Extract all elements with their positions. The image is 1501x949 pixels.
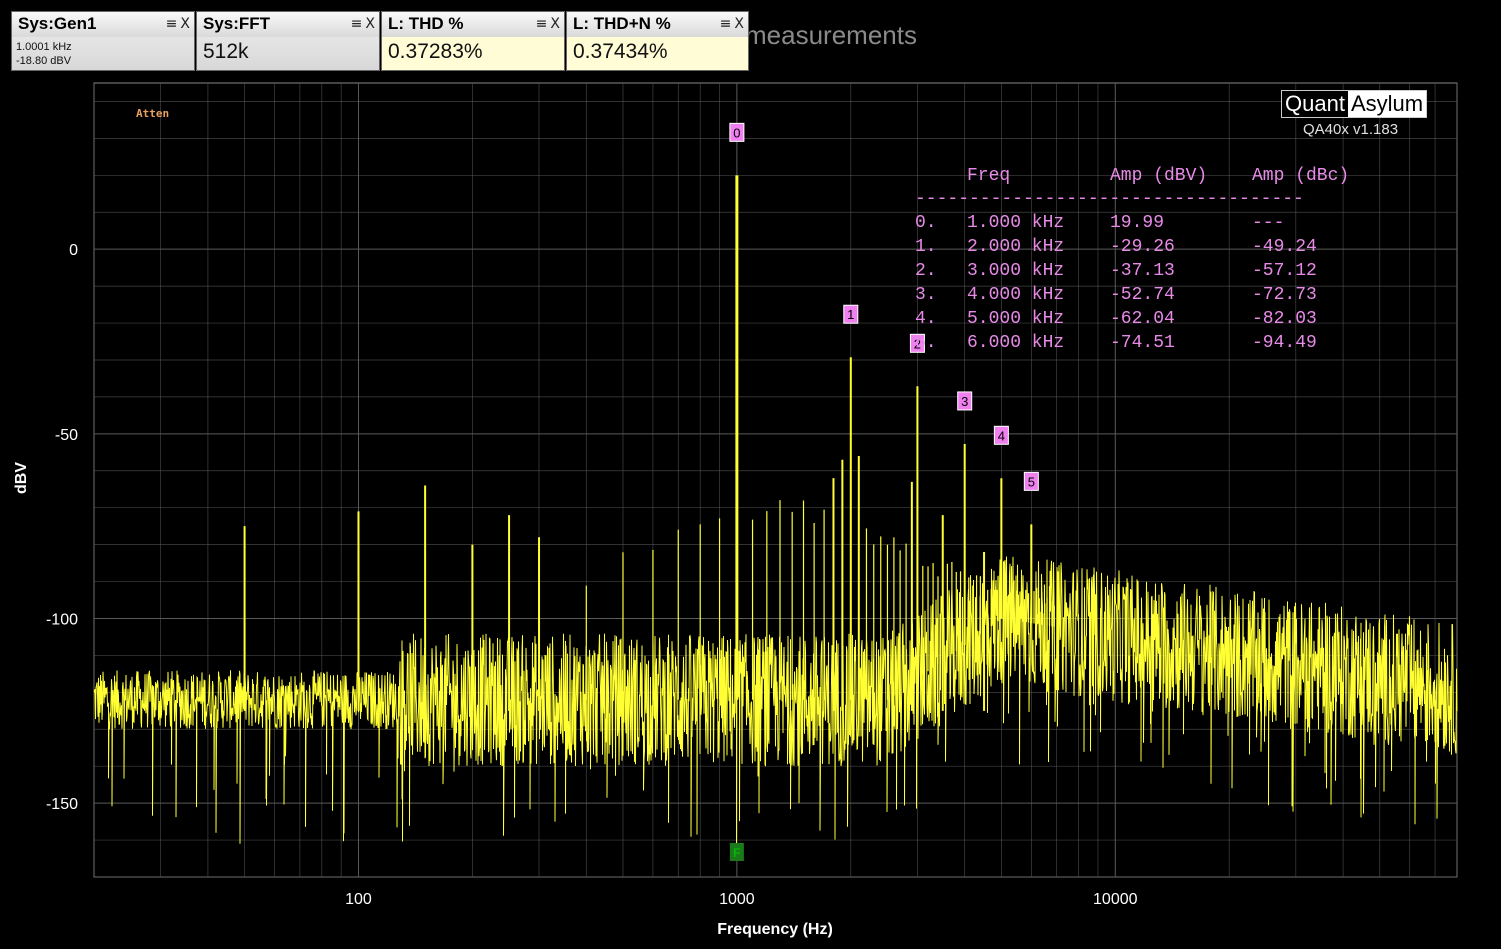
table-cell: 5.000 kHz: [967, 309, 1064, 329]
harmonic-marker[interactable]: [993, 425, 1009, 445]
table-cell: -72.73: [1252, 285, 1317, 305]
table-cell: 4.: [915, 309, 937, 329]
version-label: QA40x v1.183: [1303, 121, 1399, 138]
y-tick-label: 0: [69, 242, 78, 259]
harmonic-marker-label: 3: [961, 394, 968, 409]
table-cell: -74.51: [1110, 333, 1175, 353]
table-cell: -29.26: [1110, 237, 1175, 257]
close-icon[interactable]: X: [734, 16, 744, 32]
table-cell: 2.: [915, 261, 937, 281]
table-separator: ------------------------------------: [915, 189, 1304, 209]
harmonic-marker-label: 5: [1028, 474, 1035, 489]
harmonic-marker-label: 2: [914, 336, 921, 351]
table-cell: 6.000 kHz: [967, 333, 1064, 353]
table-cell: -57.12: [1252, 261, 1317, 281]
harmonic-marker-label: 1: [847, 307, 854, 322]
thdn-value: 0.37434%: [573, 40, 668, 63]
table-cell: -62.04: [1110, 309, 1175, 329]
gen-frequency: 1.0001 kHz: [16, 41, 72, 53]
x-tick-label: 10000: [1093, 891, 1138, 908]
gen-level: -18.80 dBV: [16, 55, 72, 67]
logo-part-asylum: Asylum: [1347, 91, 1427, 117]
widget-title: L: THD %: [388, 14, 464, 33]
spectrum-trace: [93, 455, 1458, 844]
x-tick-label: 100: [345, 891, 372, 908]
widget-fft[interactable]: Sys:FFT ≡ X 512k: [196, 11, 380, 71]
menu-icon[interactable]: ≡: [165, 16, 178, 32]
logo-part-quant: Quant: [1282, 91, 1348, 117]
f-marker[interactable]: [729, 843, 744, 861]
menu-icon[interactable]: ≡: [350, 16, 363, 32]
harmonic-table: Freq Amp (dBV) Amp (dBc)------------------…: [915, 166, 1349, 353]
close-icon[interactable]: X: [550, 16, 560, 32]
harmonic-marker[interactable]: [957, 391, 973, 411]
table-cell: -49.24: [1252, 237, 1317, 257]
menu-icon[interactable]: ≡: [535, 16, 548, 32]
table-cell: 0.: [915, 213, 937, 233]
widget-title: Sys:FFT: [203, 14, 271, 33]
table-cell: 5.: [915, 333, 937, 353]
thd-value: 0.37283%: [388, 40, 483, 63]
close-icon[interactable]: X: [180, 16, 190, 32]
widget-title: L: THD+N %: [573, 14, 671, 33]
fft-size-value: 512k: [203, 40, 249, 63]
table-cell: -82.03: [1252, 309, 1317, 329]
table-cell: -52.74: [1110, 285, 1175, 305]
table-cell: 2.000 kHz: [967, 237, 1064, 257]
widget-title: Sys:Gen1: [18, 14, 97, 33]
table-cell: 3.: [915, 285, 937, 305]
background-text: measurements: [745, 20, 917, 50]
widget-thd[interactable]: L: THD % ≡ X 0.37283%: [381, 11, 565, 71]
table-cell: 4.000 kHz: [967, 285, 1064, 305]
widget-titlebar: [12, 12, 194, 37]
widget-titlebar: [197, 12, 379, 37]
harmonic-marker[interactable]: [843, 304, 859, 324]
table-header: Freq: [967, 166, 1010, 186]
table-cell: -37.13: [1110, 261, 1175, 281]
harmonic-marker-label: 0: [733, 125, 740, 140]
quantasylum-logo: Quant Asylum: [1281, 90, 1428, 118]
table-cell: 1.: [915, 237, 937, 257]
harmonic-marker-label: 4: [998, 428, 1005, 443]
close-icon[interactable]: X: [365, 16, 375, 32]
x-tick-label: 1000: [719, 891, 755, 908]
widget-titlebar: [382, 12, 564, 37]
f-marker-label: F: [733, 846, 740, 860]
atten-label: Atten: [136, 107, 169, 120]
y-tick-label: -50: [55, 427, 78, 444]
table-header: Amp (dBV): [1110, 166, 1207, 186]
table-cell: ---: [1252, 213, 1284, 233]
widget-titlebar: [567, 12, 748, 37]
widget-thdn[interactable]: L: THD+N % ≡ X 0.37434%: [566, 11, 749, 71]
y-axis-label: dBV: [13, 462, 30, 494]
x-axis-label: Frequency (Hz): [717, 921, 833, 938]
table-header: Amp (dBc): [1252, 166, 1349, 186]
harmonic-marker[interactable]: [729, 122, 745, 142]
widget-gen1[interactable]: Sys:Gen1 ≡ X 1.0001 kHz -18.80 dBV: [11, 11, 195, 71]
menu-icon[interactable]: ≡: [719, 16, 732, 32]
table-cell: 3.000 kHz: [967, 261, 1064, 281]
axis-labels: 100 1000 10000 0 -50 -100 -150: [46, 242, 1138, 908]
y-tick-label: -150: [46, 796, 78, 813]
table-cell: 1.000 kHz: [967, 213, 1064, 233]
table-cell: -94.49: [1252, 333, 1317, 353]
y-tick-label: -100: [46, 611, 78, 628]
table-cell: 19.99: [1110, 213, 1164, 233]
harmonic-markers: 0 1 2 3 4 5 F: [729, 122, 1039, 861]
harmonic-marker[interactable]: [909, 333, 925, 353]
harmonic-marker[interactable]: [1023, 471, 1039, 491]
